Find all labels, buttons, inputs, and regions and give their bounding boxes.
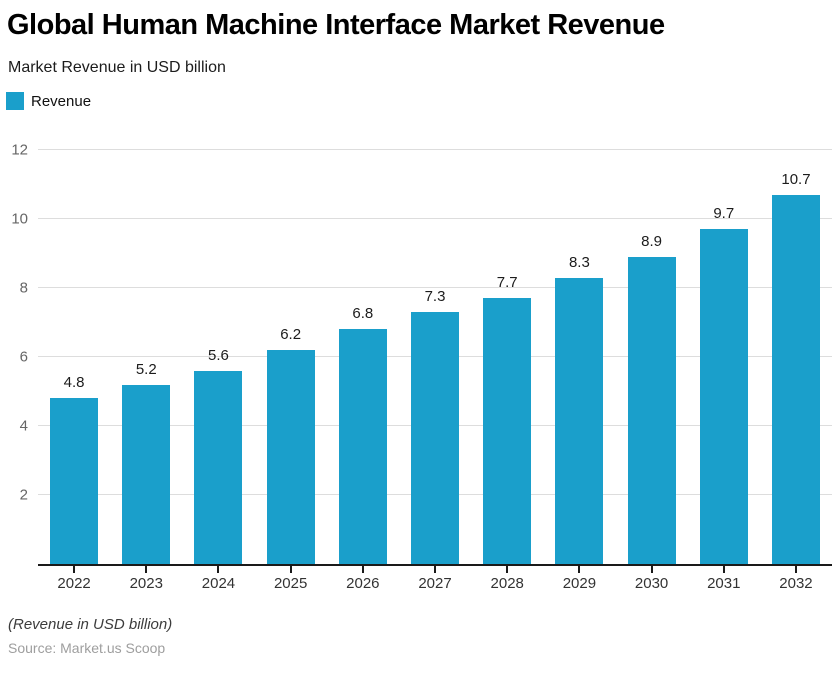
bar-2032[interactable] — [771, 194, 820, 564]
x-axis-tick — [578, 566, 581, 573]
bar-column: 9.7 — [688, 150, 760, 573]
x-axis-label: 2025 — [273, 575, 308, 592]
y-axis-tick-label: 4 — [19, 417, 28, 435]
y-axis-tick-label: 2 — [19, 486, 28, 504]
legend-label: Revenue — [31, 92, 92, 110]
bar-2022[interactable] — [50, 398, 99, 564]
x-axis-tick — [650, 566, 653, 573]
bar-column: 7.7 — [471, 150, 543, 573]
plot-area: 2 4 6 8 10 12 4.8 5.2 5.6 6.2 6.8 7.3 7.7 8.3 8.9 9.7 10… — [11, 143, 832, 573]
bar-2027[interactable] — [411, 312, 460, 564]
footnote: (Revenue in USD billion) — [8, 616, 173, 633]
y-axis-tick-label: 12 — [11, 141, 28, 159]
x-axis-label: 2028 — [490, 575, 524, 592]
x-axis-tick — [722, 566, 725, 573]
bar-value-label: 7.3 — [424, 288, 446, 306]
gridline — [38, 218, 832, 219]
bar-value-label: 6.8 — [352, 305, 374, 323]
bar-column: 6.8 — [327, 150, 399, 573]
bar-value-label: 8.3 — [568, 253, 590, 271]
bar-column: 8.9 — [616, 150, 688, 573]
source-credit: Source: Market.us Scoop — [8, 640, 166, 656]
legend-swatch-icon — [6, 92, 24, 110]
bar-2031[interactable] — [699, 229, 748, 564]
bar-2026[interactable] — [338, 329, 387, 564]
bar-value-label: 5.6 — [208, 346, 229, 364]
x-axis-label: 2022 — [57, 575, 91, 592]
x-axis-labels: 2022 2023 2024 2025 2026 2027 2028 2029 2030 2031… — [38, 575, 832, 592]
bar-value-label: 8.9 — [641, 232, 663, 250]
bar-column: 4.8 — [38, 150, 110, 573]
x-axis-tick — [434, 566, 437, 573]
bar-columns: 4.8 5.2 5.6 6.2 6.8 7.3 7.7 8.3 8.9 9.7 10.7 — [38, 150, 832, 573]
x-axis-label: 2024 — [201, 575, 236, 592]
bar-value-label: 5.2 — [135, 360, 157, 378]
bar-2029[interactable] — [555, 277, 604, 564]
gridline — [38, 149, 832, 150]
bar-value-label: 4.8 — [63, 374, 85, 392]
x-axis-tick — [73, 566, 76, 573]
bar-column: 8.3 — [543, 150, 615, 573]
y-axis-tick-label: 8 — [19, 279, 28, 297]
bar-column: 5.2 — [110, 150, 182, 573]
bar-value-label: 6.2 — [280, 326, 302, 344]
bar-2023[interactable] — [122, 384, 171, 564]
bar-2025[interactable] — [266, 350, 315, 564]
bar-2030[interactable] — [627, 256, 676, 564]
legend-item-revenue[interactable]: Revenue — [6, 92, 91, 110]
x-axis-tick — [506, 566, 509, 573]
x-axis-label: 2032 — [779, 575, 813, 592]
bar-column: 10.7 — [760, 150, 832, 573]
x-axis-label: 2029 — [562, 575, 597, 592]
legend: Revenue — [6, 92, 840, 110]
gridline — [38, 287, 832, 289]
y-axis-tick-label: 10 — [11, 210, 28, 228]
x-axis-tick — [794, 566, 797, 573]
bar-column: 6.2 — [255, 150, 327, 573]
bar-column: 5.6 — [182, 150, 254, 573]
x-axis-tick — [361, 566, 364, 573]
bar-value-label: 7.7 — [496, 274, 518, 292]
chart-title: Global Human Machine Interface Market Re… — [7, 9, 665, 41]
bar-2024[interactable] — [194, 370, 243, 564]
x-axis-tick — [289, 566, 292, 573]
bar-value-label: 10.7 — [781, 170, 811, 188]
x-axis-tick — [217, 566, 220, 573]
y-axis-tick-label: 6 — [19, 348, 28, 366]
x-axis-label: 2030 — [634, 575, 669, 592]
x-axis-label: 2023 — [129, 575, 163, 592]
chart-subtitle: Market Revenue in USD billion — [8, 59, 226, 76]
x-axis-label: 2027 — [418, 575, 452, 592]
bar-value-label: 9.7 — [713, 205, 735, 223]
bar-2028[interactable] — [483, 298, 532, 564]
bar-column: 7.3 — [399, 150, 471, 573]
x-axis-label: 2031 — [707, 575, 741, 592]
x-axis-tick — [145, 566, 148, 573]
x-axis-label: 2026 — [346, 575, 380, 592]
